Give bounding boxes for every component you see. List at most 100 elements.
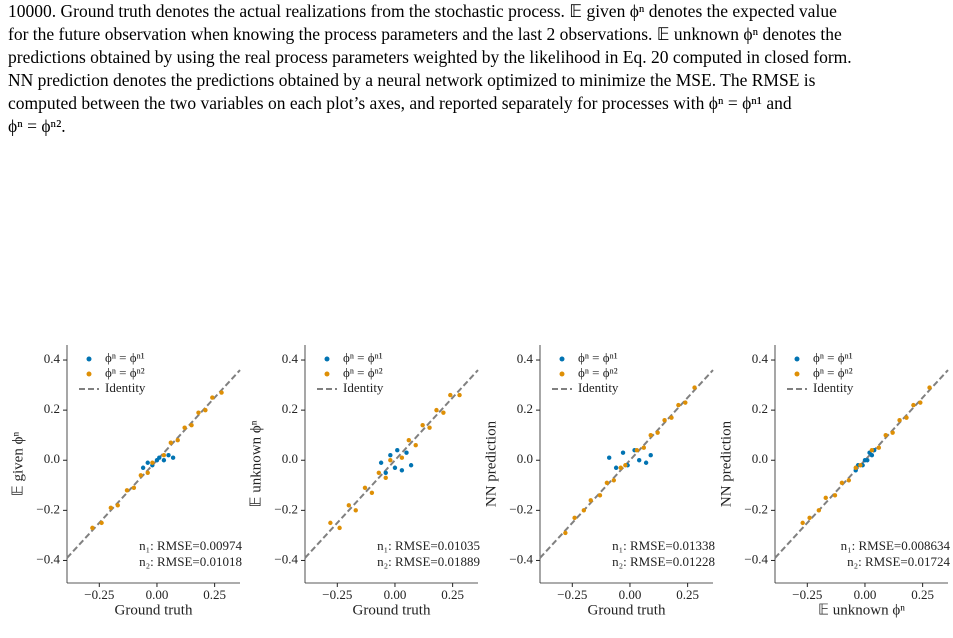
- point: [413, 443, 418, 448]
- legend-marker: [794, 356, 800, 362]
- point: [634, 448, 640, 453]
- point: [182, 425, 187, 430]
- x-tick-label: 0.00: [619, 587, 642, 602]
- y-tick-label: −0.2: [274, 501, 298, 516]
- point: [618, 465, 623, 470]
- point: [161, 458, 167, 463]
- point: [869, 453, 875, 458]
- point: [853, 465, 858, 470]
- point: [641, 445, 646, 450]
- annotation: n₁: RMSE=0.00974: [139, 538, 242, 553]
- legend-label: Identity: [343, 380, 384, 395]
- y-tick-label: 0.0: [517, 451, 533, 466]
- point: [441, 410, 446, 415]
- point: [392, 465, 398, 470]
- legend-label: ϕⁿ = ϕⁿ¹: [578, 350, 618, 365]
- y-tick-label: 0.2: [282, 401, 298, 416]
- point: [145, 460, 150, 465]
- point: [683, 400, 688, 405]
- x-axis-label: Ground truth: [588, 602, 666, 618]
- point: [90, 525, 95, 531]
- point: [434, 407, 439, 413]
- point: [655, 430, 660, 435]
- point: [427, 425, 432, 430]
- point: [927, 385, 932, 390]
- point: [876, 445, 881, 450]
- point: [161, 453, 167, 458]
- point: [643, 460, 649, 465]
- point: [911, 402, 916, 408]
- legend-marker: [324, 371, 330, 377]
- point: [138, 473, 144, 478]
- y-axis-label: 𝔼 unknown ϕⁿ: [248, 420, 264, 507]
- point: [918, 400, 923, 405]
- point: [839, 480, 845, 485]
- x-tick-label: 0.25: [911, 587, 934, 602]
- point: [883, 432, 888, 438]
- point: [388, 458, 393, 463]
- point: [337, 525, 342, 531]
- point: [692, 385, 697, 390]
- point: [807, 515, 812, 521]
- y-tick-label: −0.4: [744, 551, 768, 566]
- point: [175, 438, 180, 443]
- point: [383, 475, 388, 480]
- caption-line: predictions obtained by using the real p…: [8, 47, 852, 67]
- point: [607, 455, 612, 460]
- x-tick-label: −0.25: [322, 587, 352, 602]
- legend-label: ϕⁿ = ϕⁿ²: [578, 365, 618, 380]
- point: [145, 470, 150, 475]
- y-tick-label: 0.4: [752, 351, 769, 366]
- point: [581, 508, 587, 513]
- point: [170, 455, 176, 460]
- x-axis-label: Ground truth: [353, 602, 431, 618]
- point: [196, 410, 201, 415]
- point: [676, 402, 681, 408]
- annotation: n₂: RMSE=0.01228: [612, 554, 715, 569]
- x-tick-label: −0.25: [84, 587, 114, 602]
- point: [457, 392, 462, 398]
- caption-line: NN prediction denotes the predictions ob…: [8, 70, 816, 90]
- point: [346, 503, 352, 508]
- point: [648, 453, 653, 458]
- y-tick-label: 0.0: [282, 451, 298, 466]
- y-tick-label: 0.0: [752, 451, 768, 466]
- point: [800, 520, 805, 526]
- point: [388, 453, 393, 458]
- y-axis-label: 𝔼 given ϕⁿ: [10, 432, 26, 497]
- chart: −0.4 −0.2 0.0 0.2 0.4 −0.25 0.00 0.25 Ground tru…: [483, 345, 715, 618]
- point: [131, 485, 137, 490]
- point: [865, 458, 870, 463]
- point: [168, 440, 173, 445]
- chart: −0.4 −0.2 0.0 0.2 0.4 −0.25 0.00 0.25 𝔼 unknown …: [718, 345, 950, 618]
- point: [353, 508, 358, 513]
- legend-marker: [559, 356, 565, 362]
- legend-marker: [559, 371, 565, 377]
- y-tick-label: −0.2: [509, 501, 533, 516]
- point: [108, 505, 114, 511]
- point: [832, 493, 838, 498]
- x-tick-label: 0.25: [203, 587, 226, 602]
- point: [395, 448, 400, 453]
- point: [604, 480, 610, 485]
- y-tick-label: 0.2: [517, 401, 533, 416]
- point: [636, 458, 642, 463]
- legend-label: ϕⁿ = ϕⁿ¹: [105, 350, 145, 365]
- point: [613, 465, 619, 470]
- y-tick-label: −0.2: [36, 501, 60, 516]
- x-tick-label: 0.25: [441, 587, 464, 602]
- caption-line: ϕⁿ = ϕⁿ².: [8, 116, 66, 136]
- point: [588, 498, 593, 503]
- annotation: n₁: RMSE=0.01035: [377, 538, 480, 553]
- identity-line: [304, 369, 479, 559]
- point: [869, 448, 875, 453]
- point: [846, 478, 852, 483]
- point: [597, 493, 603, 498]
- legend-marker: [794, 371, 800, 377]
- point: [203, 407, 208, 413]
- legend-label: Identity: [578, 380, 619, 395]
- point: [448, 392, 453, 398]
- x-tick-label: 0.00: [854, 587, 877, 602]
- caption-line: for the future observation when knowing …: [8, 24, 842, 44]
